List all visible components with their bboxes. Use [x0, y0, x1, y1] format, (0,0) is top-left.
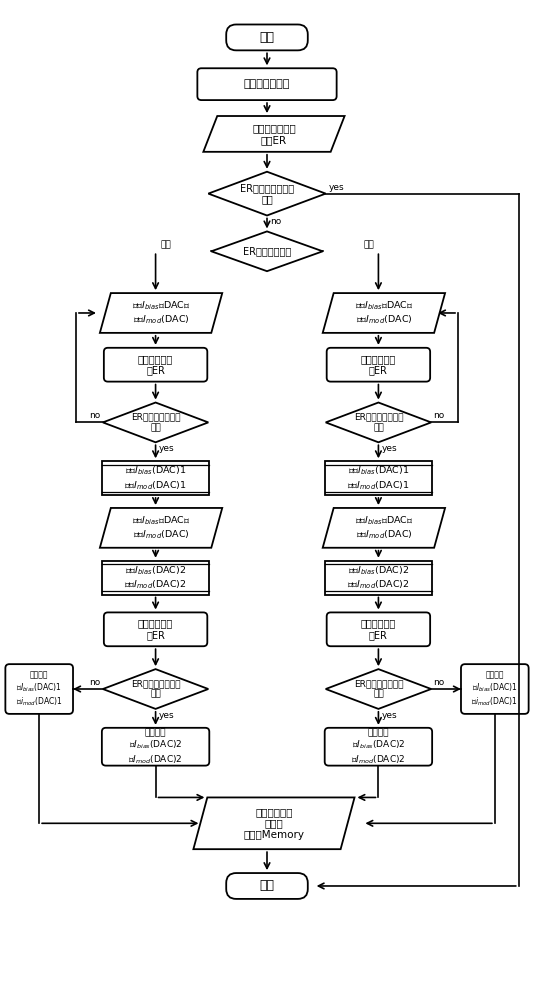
Text: no: no: [90, 411, 101, 420]
Bar: [325, 561, 432, 595]
FancyBboxPatch shape: [461, 664, 529, 714]
Polygon shape: [211, 231, 323, 271]
Text: 保存$I_{bias}$(DAC)1
保存$I_{mod}$(DAC)1: 保存$I_{bias}$(DAC)1 保存$I_{mod}$(DAC)1: [347, 465, 410, 492]
Bar: [325, 461, 432, 495]
Text: 偏大: 偏大: [160, 240, 171, 249]
Text: yes: yes: [159, 711, 174, 720]
Text: no: no: [270, 217, 281, 226]
Text: ER是否在第二目标
范围: ER是否在第二目标 范围: [131, 413, 180, 432]
Bar: [102, 561, 209, 595]
Text: 减小$I_{bias}$（DAC）
增大$I_{mod}$(DAC): 减小$I_{bias}$（DAC） 增大$I_{mod}$(DAC): [355, 300, 413, 326]
Text: 增大$I_{bias}$（DAC）
减小$I_{mod}$(DAC): 增大$I_{bias}$（DAC） 减小$I_{mod}$(DAC): [132, 514, 190, 541]
FancyBboxPatch shape: [226, 24, 308, 50]
Polygon shape: [103, 669, 208, 709]
Polygon shape: [100, 508, 222, 548]
Polygon shape: [323, 508, 445, 548]
Text: 光眼图自动调测: 光眼图自动调测: [244, 79, 290, 89]
FancyBboxPatch shape: [102, 728, 209, 766]
FancyBboxPatch shape: [198, 68, 336, 100]
Text: 检测待测光模
块ER: 检测待测光模 块ER: [361, 619, 396, 640]
Text: 结束: 结束: [260, 879, 274, 892]
FancyBboxPatch shape: [327, 612, 430, 646]
Polygon shape: [208, 172, 326, 215]
Text: no: no: [90, 678, 101, 687]
Polygon shape: [326, 403, 431, 442]
Text: 增大$I_{bias}$（DAC）
减小$I_{mod}$(DAC): 增大$I_{bias}$（DAC） 减小$I_{mod}$(DAC): [132, 300, 190, 326]
Text: 偏小: 偏小: [363, 240, 374, 249]
FancyBboxPatch shape: [5, 664, 73, 714]
FancyBboxPatch shape: [226, 873, 308, 899]
Polygon shape: [203, 116, 344, 152]
Polygon shape: [323, 293, 445, 333]
Text: 调试结果
为$I_{bias}$(DAC)1
和$i_{mod}$(DAC)1: 调试结果 为$I_{bias}$(DAC)1 和$i_{mod}$(DAC)1: [16, 670, 62, 708]
FancyBboxPatch shape: [325, 728, 432, 766]
Text: 减小$I_{bias}$（DAC）
增大$I_{mod}$(DAC): 减小$I_{bias}$（DAC） 增大$I_{mod}$(DAC): [355, 514, 413, 541]
FancyBboxPatch shape: [104, 348, 207, 382]
Text: 检测待测光模块
眼图ER: 检测待测光模块 眼图ER: [252, 123, 296, 145]
Text: 开始: 开始: [260, 31, 274, 44]
Bar: [102, 461, 209, 495]
Text: 保存$I_{bias}$(DAC)2
保存$I_{mod}$(DAC)2: 保存$I_{bias}$(DAC)2 保存$I_{mod}$(DAC)2: [124, 564, 187, 591]
Text: 调试结果
为$I_{bias}$(DAC)1
和$i_{mod}$(DAC)1: 调试结果 为$I_{bias}$(DAC)1 和$i_{mod}$(DAC)1: [472, 670, 518, 708]
Text: 保存$I_{bias}$(DAC)1
保存$I_{mod}$(DAC)1: 保存$I_{bias}$(DAC)1 保存$I_{mod}$(DAC)1: [124, 465, 187, 492]
Text: ER是否在第二目标
范围: ER是否在第二目标 范围: [240, 183, 294, 204]
Text: ER是否在第二目标
范围: ER是否在第二目标 范围: [131, 679, 180, 699]
Text: 保存$I_{bias}$(DAC)2
保存$I_{mod}$(DAC)2: 保存$I_{bias}$(DAC)2 保存$I_{mod}$(DAC)2: [347, 564, 410, 591]
Text: yes: yes: [381, 444, 397, 453]
Polygon shape: [193, 797, 355, 849]
Text: ER是否在第二目标
范围: ER是否在第二目标 范围: [354, 679, 403, 699]
Text: yes: yes: [329, 183, 344, 192]
Text: no: no: [433, 678, 444, 687]
Polygon shape: [100, 293, 222, 333]
FancyBboxPatch shape: [104, 612, 207, 646]
Text: ER是否在第二目标
范围: ER是否在第二目标 范围: [354, 413, 403, 432]
Text: 检测待测光模
块ER: 检测待测光模 块ER: [361, 354, 396, 376]
Text: no: no: [433, 411, 444, 420]
Text: 检测待测光模
块ER: 检测待测光模 块ER: [138, 619, 173, 640]
FancyBboxPatch shape: [327, 348, 430, 382]
Text: yes: yes: [381, 711, 397, 720]
Text: 检测待测光模
块ER: 检测待测光模 块ER: [138, 354, 173, 376]
Polygon shape: [326, 669, 431, 709]
Text: ER偏大还是偏小: ER偏大还是偏小: [243, 246, 291, 256]
Text: 保存调试结果
并写入
光模块Memory: 保存调试结果 并写入 光模块Memory: [244, 807, 304, 840]
Text: 调试结果
为$I_{bias}$(DAC)2
和$I_{mod}$(DAC)2: 调试结果 为$I_{bias}$(DAC)2 和$I_{mod}$(DAC)2: [351, 728, 406, 766]
Text: 调试结果
为$I_{bias}$(DAC)2
和$I_{mod}$(DAC)2: 调试结果 为$I_{bias}$(DAC)2 和$I_{mod}$(DAC)2: [128, 728, 183, 766]
Polygon shape: [103, 403, 208, 442]
Text: yes: yes: [159, 444, 174, 453]
